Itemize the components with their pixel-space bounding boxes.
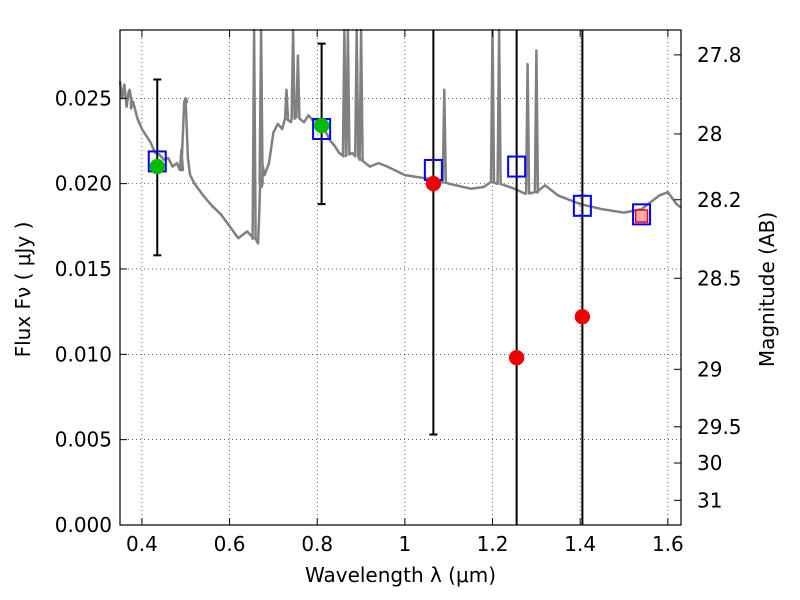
y-tick-label: 0.025 bbox=[55, 86, 112, 110]
upper-limit-marker bbox=[574, 309, 591, 325]
y-axis-title-right: Magnitude (AB) bbox=[755, 212, 779, 367]
y-tick-label: 0.020 bbox=[55, 172, 112, 196]
grid bbox=[120, 30, 681, 526]
template-spectrum bbox=[118, 28, 682, 245]
mag-tick-label: 29.5 bbox=[697, 415, 742, 439]
small-red-square-marker bbox=[634, 209, 649, 223]
model-square-marker bbox=[632, 203, 652, 226]
mag-tick-label: 28 bbox=[697, 122, 722, 146]
detection-marker bbox=[313, 117, 330, 134]
detection-marker bbox=[149, 158, 166, 175]
y-tick-label: 0.000 bbox=[55, 513, 112, 537]
error-bars bbox=[153, 30, 584, 525]
x-tick-label: 0.6 bbox=[214, 532, 246, 556]
x-tick-label: 0.4 bbox=[126, 532, 158, 556]
x-tick-label: 1 bbox=[399, 532, 412, 556]
upper-limit-marker bbox=[508, 349, 525, 366]
plot-frame bbox=[119, 29, 682, 526]
mag-tick-label: 29 bbox=[697, 357, 722, 381]
mag-tick-label: 28.5 bbox=[697, 266, 742, 290]
model-square-marker bbox=[572, 194, 592, 217]
x-tick-label: 1.2 bbox=[477, 532, 509, 556]
x-tick-label: 0.8 bbox=[301, 532, 333, 556]
upper-limit-marker bbox=[425, 175, 442, 192]
x-axis-title: Wavelength λ (μm) bbox=[305, 563, 496, 587]
y-tick-label: 0.005 bbox=[55, 428, 112, 452]
model-square-marker bbox=[507, 155, 527, 178]
x-tick-label: 1.6 bbox=[652, 532, 684, 556]
mag-tick-label: 27.8 bbox=[697, 43, 742, 67]
axis-ticks: 0.4 0.6 0.8 1 1.2 1.4 1.6 0.000 0.005 0.010 0.015 0… bbox=[55, 30, 742, 556]
spectrum-line bbox=[118, 28, 682, 245]
y-axis-title-left: Flux Fν ( μJy ) bbox=[11, 222, 35, 358]
y-tick-label: 0.015 bbox=[55, 257, 112, 281]
mag-tick-label: 28.2 bbox=[697, 188, 742, 212]
x-tick-label: 1.4 bbox=[564, 532, 596, 556]
mag-tick-label: 31 bbox=[697, 488, 722, 512]
data-markers bbox=[147, 117, 652, 366]
y-tick-label: 0.010 bbox=[55, 342, 112, 366]
mag-tick-label: 30 bbox=[697, 451, 722, 475]
